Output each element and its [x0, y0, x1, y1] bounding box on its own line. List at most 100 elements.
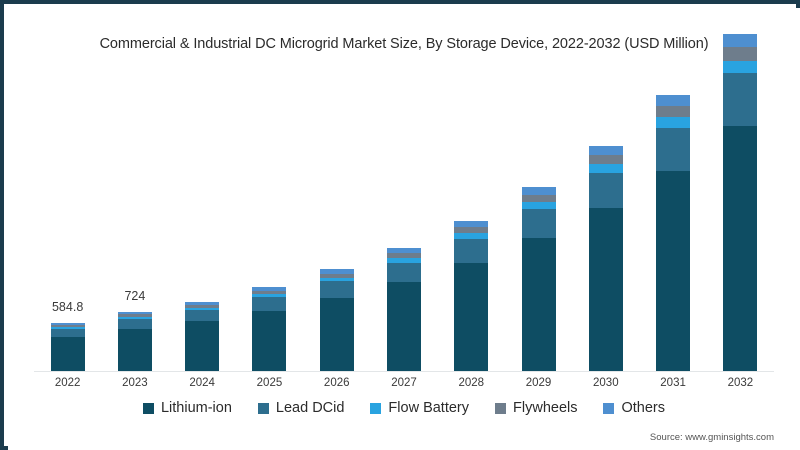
stacked-bar — [319, 269, 354, 371]
bar-segment-lithium-ion — [588, 208, 623, 371]
bar-segment-flywheels — [454, 226, 489, 234]
bar-segment-lead-dcid — [50, 329, 85, 337]
data-label-2022: 584.8 — [51, 300, 84, 315]
bar-segment-flow-battery — [185, 307, 220, 311]
bar-segment-flywheels — [117, 314, 152, 317]
bar-segment-flywheels — [252, 290, 287, 295]
x-axis-tick-labels: 2022 2023 2024 2025 2026 2027 2028 2029 2030 2031… — [34, 377, 774, 395]
bar-segment-lithium-ion — [252, 310, 287, 371]
bar-segment-flywheels — [50, 325, 85, 328]
stacked-bar — [387, 248, 421, 371]
x-tick-2030: 2030 — [593, 377, 619, 389]
stacked-bar — [252, 287, 287, 371]
bar-segment-lead-dcid — [723, 73, 758, 127]
bar-segment-flywheels — [656, 105, 691, 118]
bar-segment-flow-battery — [252, 294, 287, 298]
bar-segment-lead-dcid — [252, 297, 287, 311]
legend-label-lithium-ion: Lithium-ion — [160, 400, 232, 416]
bar-segment-lithium-ion — [117, 328, 152, 371]
stacked-bar — [50, 323, 85, 371]
bar-segment-others — [50, 323, 85, 326]
bar-segment-flywheels — [521, 194, 556, 203]
bar-segment-others — [723, 33, 758, 47]
bar-segment-lithium-ion — [319, 297, 354, 371]
bar-segment-lead-dcid — [656, 127, 691, 171]
stacked-bar — [185, 302, 220, 371]
chart-canvas: Commercial & Industrial DC Microgrid Mar… — [8, 8, 800, 450]
legend-swatch-others — [603, 402, 615, 414]
chart-legend: Lithium-ion Lead DCid Flow Battery Flywheel… — [8, 400, 800, 416]
plot-area: 584.8 724 — [34, 33, 774, 371]
x-tick-2031: 2031 — [660, 377, 686, 389]
stacked-bar — [588, 146, 623, 371]
bar-segment-flow-battery — [50, 327, 85, 330]
bar-segment-flywheels — [319, 273, 354, 278]
stacked-bar — [723, 33, 758, 371]
bar-segment-flow-battery — [454, 233, 489, 239]
page-title: Commercial & Industrial DC Microgrid Mar… — [99, 36, 709, 52]
bar-segment-others — [588, 146, 623, 156]
x-tick-2023: 2023 — [122, 377, 148, 389]
x-tick-2032: 2032 — [727, 377, 754, 389]
bar-segment-flywheels — [723, 46, 758, 61]
bar-segment-others — [252, 287, 287, 291]
bar-segment-lithium-ion — [723, 126, 758, 371]
bar-segment-others — [117, 312, 152, 315]
legend-item-flywheels[interactable]: Flywheels — [495, 400, 577, 416]
x-tick-2025: 2025 — [256, 377, 283, 389]
data-label-2023: 724 — [124, 289, 146, 304]
bar-segment-others — [387, 248, 421, 253]
x-tick-2028: 2028 — [458, 377, 485, 389]
source-attribution: Source: www.gminsights.com — [649, 432, 774, 443]
legend-swatch-lead-dcid — [257, 402, 269, 414]
x-tick-2029: 2029 — [525, 377, 552, 389]
bar-segment-lithium-ion — [387, 282, 421, 371]
bar-segment-others — [454, 220, 489, 227]
stacked-bar — [656, 94, 691, 371]
legend-label-flywheels: Flywheels — [513, 400, 578, 416]
legend-item-lead-dcid[interactable]: Lead DCid — [257, 400, 345, 416]
bar-segment-lithium-ion — [50, 336, 85, 371]
legend-label-flow-battery: Flow Battery — [388, 400, 470, 416]
legend-item-lithium-ion[interactable]: Lithium-ion — [142, 400, 232, 416]
legend-swatch-lithium-ion — [142, 402, 154, 414]
bar-segment-others — [185, 302, 220, 305]
bar-segment-lead-dcid — [117, 319, 152, 329]
bar-segment-lithium-ion — [521, 238, 556, 371]
bar-segment-others — [656, 94, 691, 106]
bar-segment-flow-battery — [723, 60, 758, 74]
legend-swatch-flow-battery — [370, 402, 382, 414]
bar-segment-lead-dcid — [588, 172, 623, 209]
bar-segment-others — [319, 269, 354, 274]
bar-segment-flywheels — [588, 155, 623, 165]
bar-segment-flow-battery — [588, 164, 623, 173]
bar-segment-lithium-ion — [656, 170, 691, 371]
bar-segment-others — [521, 187, 556, 195]
bar-segment-flywheels — [387, 252, 421, 258]
bar-segment-lithium-ion — [454, 262, 489, 371]
x-tick-2027: 2027 — [391, 377, 417, 389]
legend-item-others[interactable]: Others — [603, 400, 665, 416]
bar-segment-flow-battery — [656, 117, 691, 128]
bar-segment-flywheels — [185, 304, 220, 308]
x-tick-2026: 2026 — [323, 377, 350, 389]
bar-segment-lead-dcid — [319, 281, 354, 298]
legend-swatch-flywheels — [495, 402, 507, 414]
stacked-bar — [521, 187, 556, 371]
bar-segment-lead-dcid — [454, 238, 489, 263]
bar-segment-flow-battery — [117, 316, 152, 320]
legend-label-others: Others — [621, 400, 665, 416]
bar-segment-flow-battery — [521, 202, 556, 210]
x-tick-2024: 2024 — [189, 377, 215, 389]
axis-baseline — [34, 371, 774, 372]
legend-label-lead-dcid: Lead DCid — [275, 400, 345, 416]
bar-segment-lead-dcid — [387, 262, 421, 283]
x-tick-2022: 2022 — [54, 377, 81, 389]
stacked-bar — [454, 220, 489, 371]
bar-segment-lithium-ion — [185, 321, 220, 371]
legend-item-flow-battery[interactable]: Flow Battery — [370, 400, 469, 416]
stacked-bar — [117, 312, 152, 371]
bar-segment-lead-dcid — [521, 209, 556, 239]
bar-segment-flow-battery — [319, 277, 354, 282]
